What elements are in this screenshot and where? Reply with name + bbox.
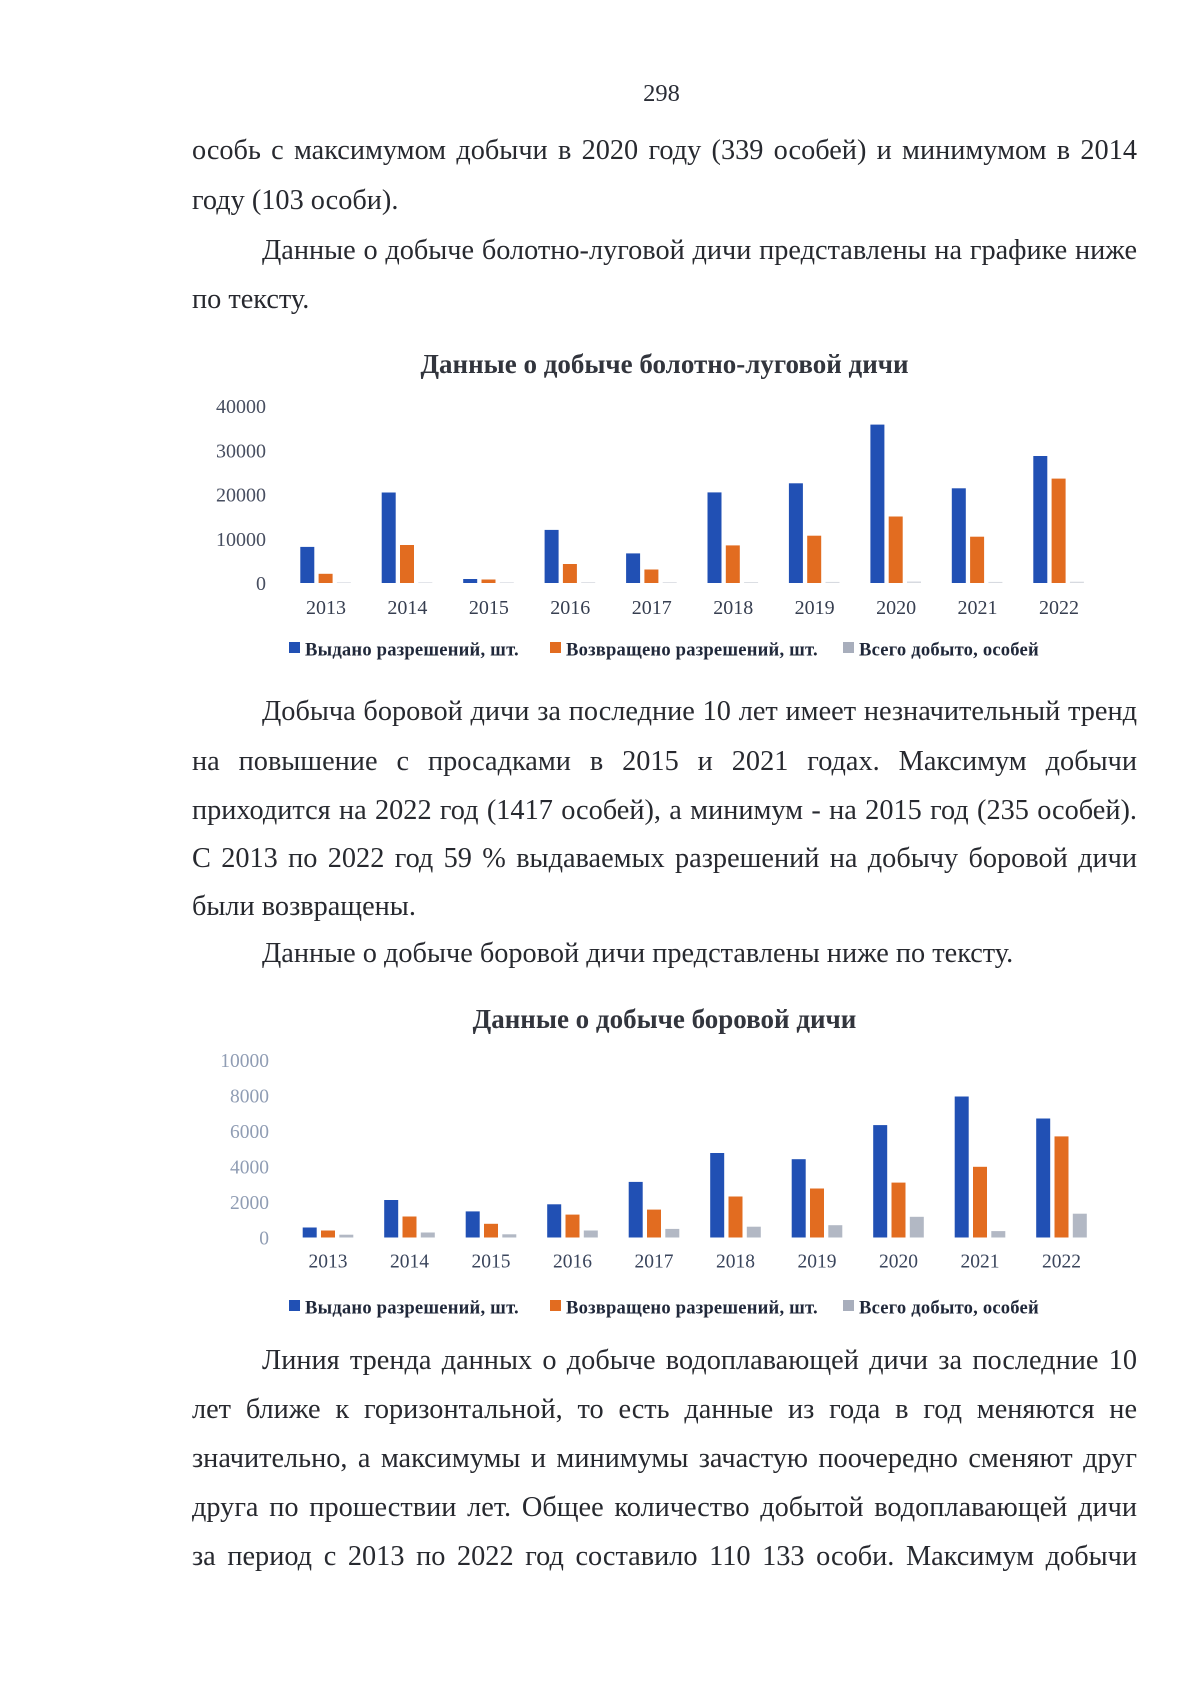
svg-text:2000: 2000 xyxy=(230,1193,269,1214)
svg-text:0: 0 xyxy=(256,573,266,595)
svg-text:2022: 2022 xyxy=(1039,597,1079,619)
svg-text:2018: 2018 xyxy=(713,597,753,619)
svg-text:2020: 2020 xyxy=(876,597,916,619)
svg-text:40000: 40000 xyxy=(216,396,266,418)
svg-text:Всего добыто, особей: Всего добыто, особей xyxy=(859,640,1039,661)
svg-text:2017: 2017 xyxy=(632,597,672,619)
svg-text:2016: 2016 xyxy=(550,597,590,619)
svg-text:2015: 2015 xyxy=(472,1252,511,1273)
svg-text:2013: 2013 xyxy=(309,1252,348,1273)
svg-text:Выдано разрешений, шт.: Выдано разрешений, шт. xyxy=(305,1298,519,1319)
svg-text:2019: 2019 xyxy=(798,1252,837,1273)
svg-text:Всего добыто, особей: Всего добыто, особей xyxy=(859,1298,1039,1319)
svg-text:8000: 8000 xyxy=(230,1086,269,1107)
svg-text:Выдано разрешений, шт.: Выдано разрешений, шт. xyxy=(305,640,519,661)
svg-text:10000: 10000 xyxy=(220,1051,269,1072)
svg-text:2017: 2017 xyxy=(635,1252,674,1273)
svg-text:Возвращено разрешений, шт.: Возвращено разрешений, шт. xyxy=(566,1298,818,1319)
svg-text:30000: 30000 xyxy=(216,440,266,462)
svg-text:2014: 2014 xyxy=(387,597,427,619)
svg-text:2014: 2014 xyxy=(390,1252,429,1273)
svg-text:2021: 2021 xyxy=(958,597,998,619)
svg-text:4000: 4000 xyxy=(230,1158,269,1179)
svg-text:2021: 2021 xyxy=(961,1252,1000,1273)
svg-text:2022: 2022 xyxy=(1042,1252,1081,1273)
svg-text:2015: 2015 xyxy=(469,597,509,619)
svg-text:2018: 2018 xyxy=(716,1252,755,1273)
svg-text:20000: 20000 xyxy=(216,485,266,507)
svg-text:2016: 2016 xyxy=(553,1252,592,1273)
svg-text:Возвращено разрешений, шт.: Возвращено разрешений, шт. xyxy=(566,640,818,661)
svg-text:0: 0 xyxy=(259,1229,269,1250)
svg-text:6000: 6000 xyxy=(230,1122,269,1143)
svg-text:2013: 2013 xyxy=(306,597,346,619)
svg-text:2020: 2020 xyxy=(879,1252,918,1273)
svg-text:2019: 2019 xyxy=(795,597,835,619)
svg-text:10000: 10000 xyxy=(216,529,266,551)
